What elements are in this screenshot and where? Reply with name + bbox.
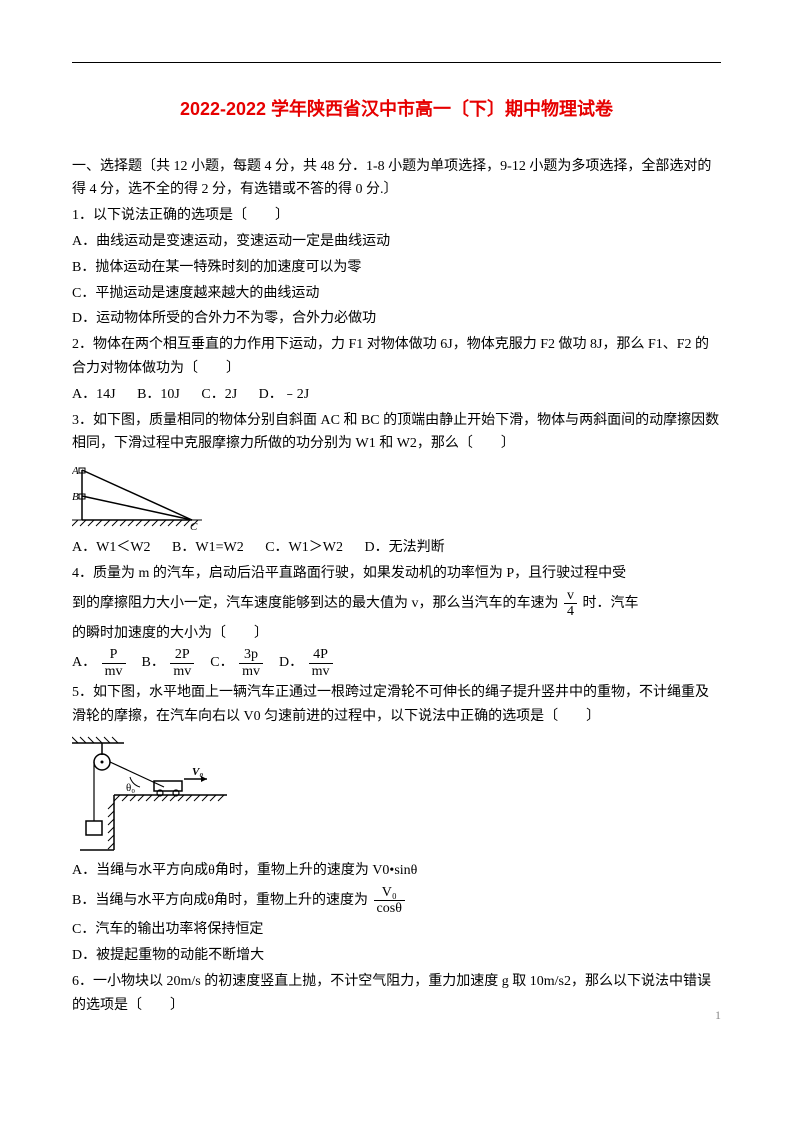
q4-stem-line2: 到的摩擦阻力大小一定，汽车速度能够到达的最大值为 v，那么当汽车的车速为 v 4… (72, 588, 721, 620)
q5-optB-frac: V₀ cosθ (374, 885, 405, 917)
q5-figure: V₀ θ₀ (72, 735, 721, 855)
q4-stem2a: 到的摩擦阻力大小一定，汽车速度能够到达的最大值为 v，那么当汽车的车速为 (72, 596, 559, 611)
section-header: 一、选择题〔共 12 小题，每题 4 分，共 48 分．1-8 小题为单项选择，… (72, 155, 721, 203)
q4-optA-frac: Pmv (102, 647, 126, 679)
page-number: 1 (715, 1005, 721, 1025)
q5-optA: A．当绳与水平方向成θ角时，重物上升的速度为 V0•sinθ (72, 859, 721, 883)
q5-optB-pre: B．当绳与水平方向成θ角时，重物上升的速度为 (72, 893, 368, 908)
q2-optC: C．2J (201, 387, 237, 402)
q4-optD-frac: 4Pmv (309, 647, 333, 679)
q6-stem: 6．一小物块以 20m/s 的初速度竖直上抛，不计空气阻力，重力加速度 g 取 … (72, 970, 721, 1018)
q1-optD: D．运动物体所受的合外力不为零，合外力必做功 (72, 307, 721, 331)
q4-stem-line3: 的瞬时加速度的大小为〔 〕 (72, 622, 721, 646)
q4-optB-frac: 2Pmv (170, 647, 194, 679)
q5-optB-num: V₀ (374, 885, 405, 901)
q4-frac-num: v (564, 588, 577, 604)
q4-frac-den: 4 (564, 604, 577, 619)
q4-optA-label: A． (72, 655, 96, 670)
q3-optD: D．无法判断 (364, 540, 444, 555)
q5-optC: C．汽车的输出功率将保持恒定 (72, 918, 721, 942)
q4-optB-label: B． (142, 655, 165, 670)
q5-optD: D．被提起重物的动能不断增大 (72, 944, 721, 968)
q5-theta-label: θ₀ (126, 782, 135, 794)
q3-optB: B．W1=W2 (172, 540, 244, 555)
q5-optB: B．当绳与水平方向成θ角时，重物上升的速度为 V₀ cosθ (72, 885, 721, 917)
q4-optC-label: C． (210, 655, 233, 670)
q3-figure: A B C (72, 462, 721, 532)
q4-frac: v 4 (564, 588, 577, 620)
q3-stem: 3．如下图，质量相同的物体分别自斜面 AC 和 BC 的顶端由静止开始下滑，物体… (72, 409, 721, 457)
header-rule (72, 62, 721, 63)
q3-labelB: B (72, 491, 79, 503)
page-title: 2022-2022 学年陕西省汉中市高一〔下〕期中物理试卷 (72, 94, 721, 125)
q3-labelC: C (190, 521, 198, 532)
q3-optA: A．W1＜W2 (72, 540, 151, 555)
q2-optB: B．10J (137, 387, 180, 402)
q2-options: A．14J B．10J C．2J D．﹣2J (72, 383, 721, 407)
q4-optD-label: D． (279, 655, 303, 670)
q5-v0-label: V₀ (192, 766, 203, 778)
q5-stem: 5．如下图，水平地面上一辆汽车正通过一根跨过定滑轮不可伸长的绳子提升竖井中的重物… (72, 681, 721, 729)
q1-optC: C．平抛运动是速度越来越大的曲线运动 (72, 282, 721, 306)
q1-stem: 1．以下说法正确的选项是〔 〕 (72, 204, 721, 228)
q3-labelA: A (72, 465, 79, 477)
q2-stem: 2．物体在两个相互垂直的力作用下运动，力 F1 对物体做功 6J，物体克服力 F… (72, 333, 721, 381)
q1-optB: B．抛体运动在某一特殊时刻的加速度可以为零 (72, 256, 721, 280)
q3-optC: C．W1＞W2 (265, 540, 343, 555)
q4-optC-frac: 3pmv (239, 647, 263, 679)
q2-optA: A．14J (72, 387, 116, 402)
q4-stem-line1: 4．质量为 m 的汽车，启动后沿平直路面行驶，如果发动机的功率恒为 P，且行驶过… (72, 562, 721, 586)
q5-optB-den: cosθ (374, 901, 405, 916)
q4-options: A． Pmv B． 2Pmv C． 3pmv D． 4Pmv (72, 647, 721, 679)
q1-optA: A．曲线运动是变速运动，变速运动一定是曲线运动 (72, 230, 721, 254)
q2-optD: D．﹣2J (259, 387, 310, 402)
q3-options: A．W1＜W2 B．W1=W2 C．W1＞W2 D．无法判断 (72, 536, 721, 560)
q4-stem2b: 时．汽车 (583, 596, 639, 611)
